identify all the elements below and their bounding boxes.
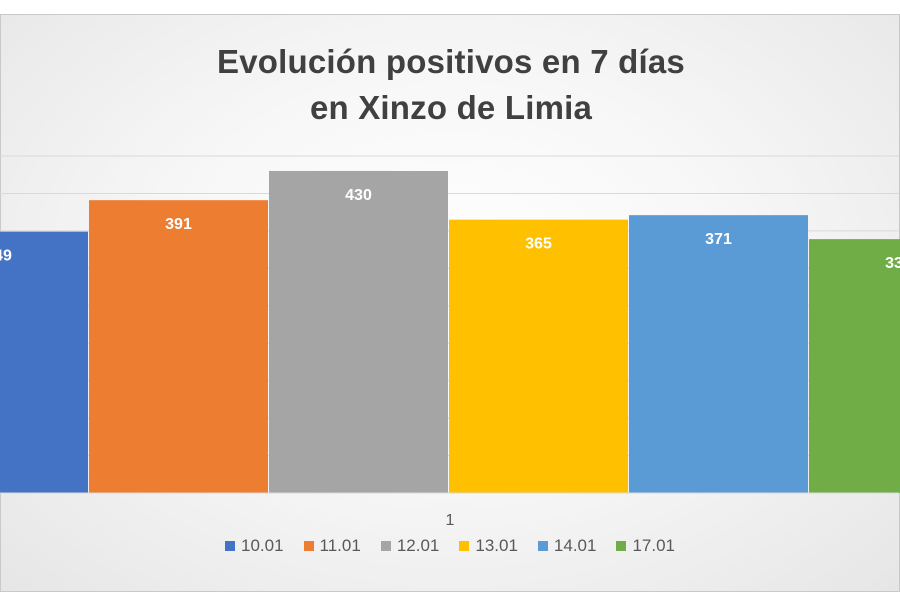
- chart-title-line-1: Evolución positivos en 7 días: [217, 43, 685, 80]
- data-label-14-01: 371: [705, 231, 732, 248]
- legend-label: 14.01: [553, 536, 597, 555]
- bar-13-01: [449, 219, 628, 493]
- legend-swatch: [224, 541, 235, 551]
- legend-swatch: [380, 541, 391, 551]
- legend-label: 11.01: [319, 536, 361, 555]
- legend-label: 12.01: [396, 536, 440, 555]
- data-label-11-01: 391: [165, 216, 192, 233]
- legend-item-11-01: 11.01: [303, 536, 361, 556]
- legend-label: 10.01: [240, 536, 284, 555]
- legend-item-14-01: 14.01: [537, 536, 597, 556]
- legend-swatch: [459, 541, 470, 551]
- data-label-13-01: 365: [525, 236, 552, 253]
- bar-11-01: [89, 200, 268, 493]
- data-label-12-01: 430: [345, 187, 372, 204]
- chart-title-line-2: en Xinzo de Limia: [309, 89, 593, 126]
- x-tick-label: 1: [446, 512, 455, 529]
- bar-14-01: [629, 215, 808, 493]
- legend-item-12-01: 12.01: [380, 536, 440, 556]
- bar-12-01: [269, 170, 448, 493]
- legend-item-10-01: 10.01: [224, 536, 284, 556]
- legend-swatch: [616, 541, 627, 551]
- legend-item-17-01: 17.01: [616, 536, 675, 556]
- legend-swatch: [303, 541, 314, 551]
- bar-17-01: [809, 239, 900, 493]
- legend-swatch: [537, 541, 548, 551]
- chart-legend: 10.01 11.01 12.01 13.01 14.01 17.01: [0, 536, 900, 556]
- data-label-17-01: 339: [885, 255, 900, 272]
- data-label-10-01: 349: [0, 248, 12, 265]
- legend-label: 17.01: [632, 536, 675, 555]
- legend-label: 13.01: [475, 536, 518, 555]
- bar-10-01: [0, 231, 88, 494]
- legend-item-13-01: 13.01: [459, 536, 518, 556]
